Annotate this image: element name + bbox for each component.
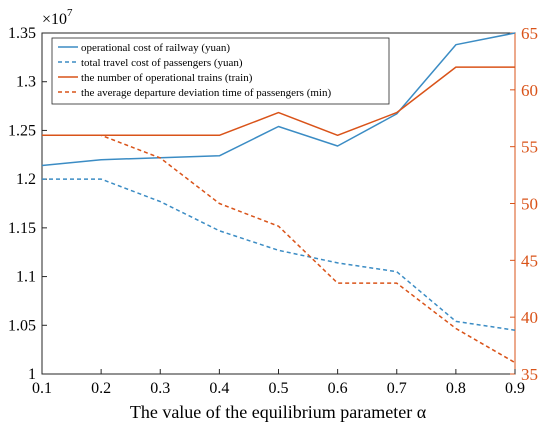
y-right-tick-label: 40 — [521, 308, 538, 327]
x-tick-label: 0.4 — [209, 380, 229, 397]
x-tick-label: 0.9 — [505, 380, 525, 397]
series-layer — [41, 32, 516, 364]
x-axis-label: The value of the equilibrium parameter α — [130, 402, 427, 422]
y-left-tick-label: 1.2 — [16, 171, 36, 188]
y-right-tick-label: 55 — [521, 138, 538, 157]
series-line-1 — [42, 178, 516, 331]
y-right-tick-label: 65 — [521, 24, 538, 43]
x-tick-label: 0.7 — [387, 380, 407, 397]
y-multiplier-base: ×10 — [42, 11, 67, 28]
series-line-2 — [42, 66, 515, 137]
y-left-ticks: 1 1.05 1.1 1.15 1.2 1.25 1.3 1.35 — [8, 25, 47, 383]
x-tick-label: 0.8 — [446, 380, 466, 397]
x-tick-label: 0.6 — [328, 380, 348, 397]
y-left-tick-label: 1 — [28, 366, 36, 383]
y-left-tick-label: 1.05 — [8, 317, 36, 334]
y-left-tick-label: 1.25 — [8, 122, 36, 139]
y-left-tick-label: 1.1 — [16, 269, 36, 286]
x-tick-label: 0.2 — [91, 380, 111, 397]
legend-label-1: total travel cost of passengers (yuan) — [81, 57, 243, 69]
y-left-tick-label: 1.3 — [16, 74, 36, 91]
legend-label-2: the number of operational trains (train) — [81, 72, 253, 84]
y-right-tick-label: 35 — [521, 365, 538, 384]
x-tick-label: 0.1 — [32, 380, 52, 397]
y-multiplier: ×10 7 — [42, 7, 73, 28]
y-right-ticks: 35 40 45 50 55 60 65 — [510, 24, 538, 384]
y-left-tick-label: 1.15 — [8, 220, 36, 237]
series-line-3 — [42, 134, 516, 364]
x-tick-label: 0.5 — [269, 380, 289, 397]
y-right-tick-label: 50 — [521, 195, 538, 214]
legend-label-3: the average departure deviation time of … — [81, 87, 331, 99]
legend: operational cost of railway (yuan) total… — [51, 37, 390, 105]
series-line-0 — [41, 32, 516, 167]
legend-label-0: operational cost of railway (yuan) — [81, 42, 230, 54]
x-ticks: 0.1 0.2 0.3 0.4 0.5 0.6 0.7 0.8 0.9 — [32, 369, 525, 397]
x-tick-label: 0.3 — [150, 380, 170, 397]
y-right-tick-label: 60 — [521, 81, 538, 100]
y-multiplier-exponent: 7 — [67, 7, 73, 19]
y-left-tick-label: 1.35 — [8, 25, 36, 42]
legend-box — [51, 37, 390, 105]
y-right-tick-label: 45 — [521, 251, 538, 270]
